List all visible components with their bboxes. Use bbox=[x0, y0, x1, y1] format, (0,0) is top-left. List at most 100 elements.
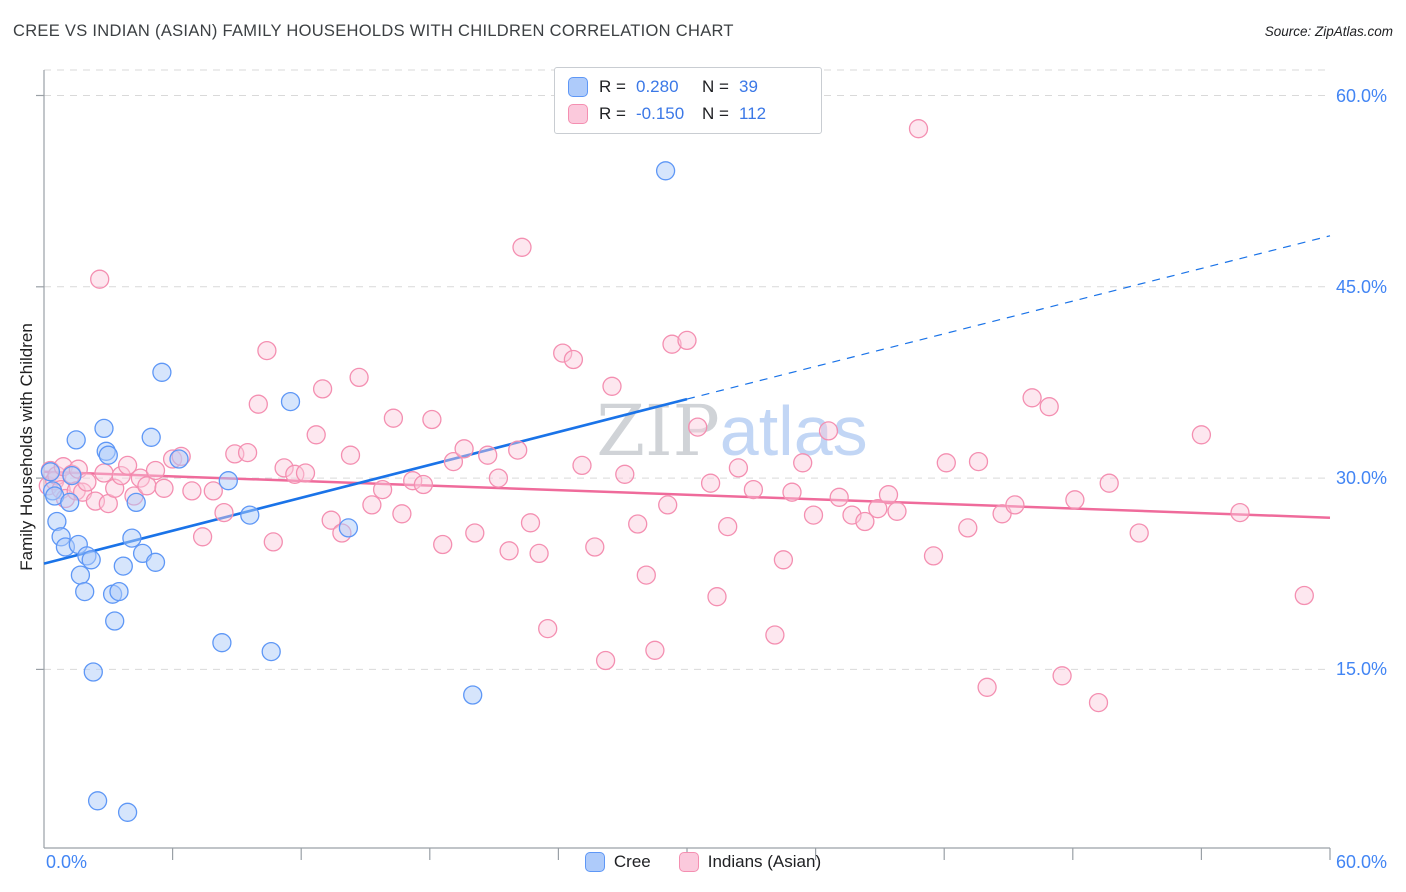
point-cree bbox=[218, 471, 238, 491]
indian-legend-swatch-icon bbox=[678, 852, 699, 872]
point-cree bbox=[62, 465, 82, 486]
point-indian bbox=[529, 543, 549, 564]
point-indian bbox=[257, 340, 277, 361]
cree-legend-label: Cree bbox=[613, 852, 651, 871]
point-indian bbox=[433, 534, 453, 555]
point-indian bbox=[728, 458, 749, 478]
point-indian bbox=[878, 485, 899, 505]
point-indian bbox=[372, 479, 393, 500]
point-cree bbox=[117, 802, 138, 822]
axes bbox=[36, 70, 1331, 860]
cree-swatch-icon bbox=[568, 77, 588, 97]
point-indian bbox=[383, 408, 404, 428]
point-indian bbox=[829, 487, 849, 507]
point-cree bbox=[169, 449, 189, 469]
legend-item-cree: Cree bbox=[584, 852, 651, 872]
point-indian bbox=[765, 625, 785, 645]
point-indian bbox=[413, 474, 434, 495]
point-indian bbox=[111, 465, 131, 486]
point-cree bbox=[105, 611, 125, 631]
point-indian bbox=[773, 550, 794, 570]
point-cree bbox=[141, 427, 161, 447]
point-cree bbox=[94, 418, 114, 439]
point-indian bbox=[636, 565, 656, 585]
point-indian bbox=[887, 501, 907, 521]
point-indian bbox=[958, 518, 978, 538]
gridlines bbox=[44, 69, 1330, 670]
point-indian bbox=[538, 618, 558, 639]
point-indian bbox=[90, 269, 110, 289]
y-tick-label-15: 15.0% bbox=[1336, 659, 1388, 679]
cree-legend-swatch-icon bbox=[584, 852, 605, 872]
point-cree bbox=[66, 430, 86, 450]
point-indian bbox=[312, 379, 333, 399]
point-indian bbox=[508, 440, 528, 460]
y-axis-title: Family Households with Children bbox=[17, 323, 36, 571]
scatter-points-cree bbox=[40, 161, 676, 822]
indian-n-label: N = bbox=[702, 104, 729, 123]
cree-r-value: 0.280 bbox=[636, 77, 679, 96]
point-indian bbox=[274, 458, 294, 478]
point-indian bbox=[295, 463, 316, 483]
point-cree bbox=[145, 552, 166, 572]
point-indian bbox=[688, 417, 708, 437]
legend-row-cree: R = 0.280 N = 39 bbox=[568, 77, 808, 97]
point-indian bbox=[718, 516, 738, 537]
point-indian bbox=[214, 502, 234, 523]
point-cree bbox=[98, 445, 118, 465]
point-cree bbox=[126, 492, 146, 513]
point-indian bbox=[248, 394, 268, 414]
y-tick-label-45: 45.0% bbox=[1336, 277, 1388, 297]
point-indian bbox=[306, 425, 326, 445]
point-indian bbox=[203, 481, 223, 501]
point-indian bbox=[553, 343, 573, 363]
point-indian bbox=[585, 537, 605, 557]
point-indian bbox=[340, 445, 361, 465]
point-indian bbox=[968, 451, 989, 472]
trend-line-indian bbox=[43, 470, 1331, 519]
point-indian bbox=[403, 471, 423, 491]
point-cree bbox=[70, 565, 91, 585]
point-indian bbox=[182, 481, 202, 501]
point-indian bbox=[818, 421, 839, 441]
point-indian bbox=[454, 439, 474, 459]
point-cree bbox=[280, 391, 301, 412]
point-indian bbox=[499, 541, 519, 561]
point-cree bbox=[463, 685, 483, 705]
page-title: CREE VS INDIAN (ASIAN) FAMILY HOUSEHOLDS… bbox=[13, 22, 734, 40]
point-indian bbox=[321, 510, 341, 530]
point-indian bbox=[237, 442, 258, 463]
point-indian bbox=[602, 376, 622, 396]
indian-r-label: R = bbox=[599, 104, 626, 123]
y-tick-label-30: 30.0% bbox=[1336, 468, 1388, 488]
point-cree bbox=[122, 528, 142, 548]
point-indian bbox=[512, 237, 532, 257]
point-cree bbox=[212, 633, 232, 653]
point-indian bbox=[263, 532, 283, 552]
x-axis-label-max: 60.0% bbox=[1336, 852, 1388, 872]
point-indian bbox=[1191, 425, 1212, 445]
point-indian bbox=[743, 479, 764, 500]
point-indian bbox=[478, 445, 498, 465]
point-indian bbox=[1088, 692, 1109, 713]
point-cree bbox=[83, 662, 103, 682]
point-indian bbox=[1052, 666, 1072, 686]
cree-r-label: R = bbox=[599, 77, 626, 96]
point-indian bbox=[154, 478, 174, 498]
point-indian bbox=[977, 677, 997, 697]
point-indian bbox=[595, 650, 616, 671]
point-indian bbox=[923, 546, 944, 566]
x-axis-label-min: 0.0% bbox=[46, 852, 88, 872]
point-indian bbox=[793, 453, 813, 473]
point-indian bbox=[700, 473, 721, 493]
point-indian bbox=[1065, 490, 1085, 510]
point-indian bbox=[520, 513, 541, 533]
point-cree bbox=[152, 362, 172, 382]
point-indian bbox=[1099, 473, 1119, 493]
cree-n-label: N = bbox=[702, 77, 729, 96]
legend-item-indian: Indians (Asian) bbox=[678, 852, 821, 872]
point-cree bbox=[40, 462, 61, 482]
point-cree bbox=[261, 641, 281, 662]
point-indian bbox=[572, 455, 592, 476]
y-tick-label-60: 60.0% bbox=[1336, 86, 1388, 106]
